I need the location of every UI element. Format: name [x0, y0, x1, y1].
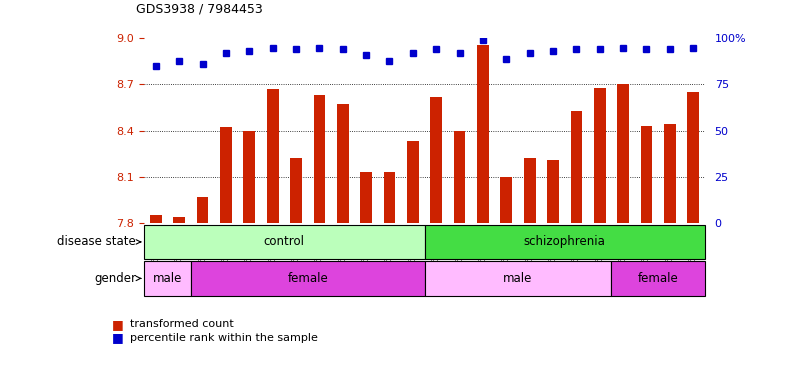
Bar: [641, 126, 652, 223]
Bar: [220, 127, 231, 223]
Text: control: control: [264, 235, 305, 248]
Text: GDS3938 / 7984453: GDS3938 / 7984453: [136, 2, 263, 15]
Text: schizophrenia: schizophrenia: [524, 235, 606, 248]
Bar: [144, 225, 425, 259]
Bar: [267, 89, 279, 223]
Text: female: female: [288, 272, 328, 285]
Text: male: male: [503, 272, 533, 285]
Bar: [384, 172, 396, 223]
Bar: [425, 261, 611, 296]
Bar: [687, 92, 699, 223]
Bar: [664, 124, 676, 223]
Text: transformed count: transformed count: [130, 319, 234, 329]
Bar: [425, 225, 705, 259]
Bar: [453, 131, 465, 223]
Bar: [150, 215, 162, 223]
Text: disease state: disease state: [58, 235, 136, 248]
Bar: [570, 111, 582, 223]
Bar: [477, 45, 489, 223]
Bar: [524, 158, 536, 223]
Bar: [197, 197, 208, 223]
Bar: [360, 172, 372, 223]
Bar: [313, 95, 325, 223]
Text: female: female: [638, 272, 678, 285]
Bar: [594, 88, 606, 223]
Bar: [290, 158, 302, 223]
Bar: [244, 131, 256, 223]
Text: gender: gender: [95, 272, 136, 285]
Bar: [430, 97, 442, 223]
Bar: [337, 104, 348, 223]
Bar: [618, 84, 629, 223]
Bar: [611, 261, 705, 296]
Bar: [547, 160, 559, 223]
Bar: [173, 217, 185, 223]
Text: percentile rank within the sample: percentile rank within the sample: [130, 333, 318, 343]
Bar: [144, 261, 191, 296]
Bar: [191, 261, 425, 296]
Bar: [407, 141, 419, 223]
Bar: [501, 177, 512, 223]
Text: ■: ■: [112, 331, 124, 344]
Text: ■: ■: [112, 318, 124, 331]
Text: male: male: [153, 272, 183, 285]
